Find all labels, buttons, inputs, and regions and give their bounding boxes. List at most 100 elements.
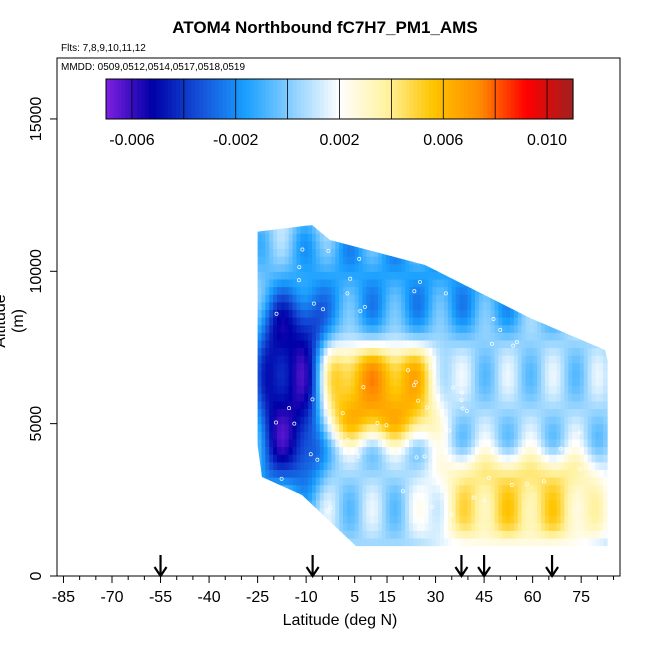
heatmap-cell <box>261 240 266 250</box>
colorbar-cell <box>312 79 317 119</box>
heatmap-cell <box>498 461 503 470</box>
heatmap-cell <box>498 347 503 356</box>
heatmap-cell <box>412 240 418 250</box>
heatmap-cell <box>509 309 515 318</box>
heatmap-cell <box>284 248 290 257</box>
heatmap-cell <box>447 537 453 547</box>
heatmap-cell <box>440 203 444 211</box>
heatmap-cell <box>529 317 534 326</box>
heatmap-cell <box>506 339 511 349</box>
heatmap-cell <box>587 278 593 288</box>
heatmap-cell <box>525 324 530 333</box>
heatmap-cell <box>385 309 391 318</box>
heatmap-cell <box>572 515 577 524</box>
heatmap-cell <box>416 499 422 509</box>
sample-point <box>525 481 529 486</box>
heatmap-cell <box>366 248 371 257</box>
heatmap-cell <box>397 203 401 211</box>
heatmap-cell <box>377 431 383 440</box>
heatmap-cell <box>557 195 561 203</box>
heatmap-cell <box>436 438 441 448</box>
heatmap-cell <box>595 393 600 402</box>
heatmap-cell <box>416 225 422 234</box>
heatmap-cell <box>331 476 336 486</box>
heatmap-cell <box>370 286 375 295</box>
heatmap-cell <box>463 484 468 493</box>
heatmap-cell <box>490 522 496 531</box>
heatmap-cell <box>509 317 515 326</box>
heatmap-cell <box>537 499 542 509</box>
heatmap-cell <box>436 248 441 257</box>
heatmap-cell <box>440 294 445 303</box>
heatmap-cell <box>389 332 395 341</box>
heatmap-cell <box>525 355 530 364</box>
heatmap-cell <box>300 286 305 295</box>
heatmap-cell <box>447 248 453 257</box>
heatmap-cell <box>564 271 569 280</box>
heatmap-cell <box>482 476 488 486</box>
heatmap-cell <box>552 317 558 326</box>
heatmap-cell <box>432 507 437 516</box>
heatmap-cell <box>424 248 430 257</box>
heatmap-cell <box>354 377 360 387</box>
heatmap-cell <box>393 530 398 539</box>
heatmap-cell <box>284 362 290 371</box>
heatmap-cell <box>529 240 534 250</box>
heatmap-cell <box>591 355 597 364</box>
heatmap-cell <box>269 393 274 402</box>
heatmap-cell <box>599 400 604 410</box>
heatmap-cell <box>595 355 600 364</box>
heatmap-cell <box>599 377 604 387</box>
heatmap-cell <box>412 309 418 318</box>
heatmap-cell <box>475 499 480 509</box>
heatmap-cell <box>486 225 492 227</box>
heatmap-cell <box>494 515 499 524</box>
heatmap-cell <box>436 301 441 310</box>
heatmap-cell <box>494 393 499 402</box>
heatmap-cell <box>327 332 332 341</box>
heatmap-cell <box>292 416 298 425</box>
heatmap-cell <box>362 438 367 448</box>
heatmap-cell <box>273 537 278 547</box>
heatmap-cell <box>331 347 336 356</box>
heatmap-cell <box>296 492 301 501</box>
heatmap-cell <box>494 332 499 341</box>
x-tick-label: 30 <box>427 589 445 606</box>
heatmap-cell <box>397 294 402 303</box>
heatmap-cell <box>424 537 430 547</box>
heatmap-cell <box>308 210 312 218</box>
heatmap-cell <box>393 317 398 326</box>
heatmap-cell <box>355 203 359 211</box>
heatmap-cell <box>455 317 461 326</box>
heatmap-cell <box>362 423 367 432</box>
heatmap-cell <box>599 195 603 203</box>
heatmap-cell <box>374 309 379 318</box>
heatmap-cell <box>300 271 305 280</box>
heatmap-cell <box>265 507 270 516</box>
heatmap-cell <box>587 492 593 501</box>
heatmap-cell <box>273 309 278 318</box>
heatmap-cell <box>533 324 538 333</box>
heatmap-cell <box>552 393 558 402</box>
heatmap-cell <box>432 400 437 410</box>
heatmap-cell <box>358 507 364 516</box>
heatmap-cell <box>362 294 367 303</box>
heatmap-cell <box>265 256 270 265</box>
heatmap-cell <box>544 385 550 394</box>
heatmap-cell <box>568 461 573 470</box>
heatmap-cell <box>424 317 430 326</box>
heatmap-cell <box>436 377 441 387</box>
heatmap-cell <box>533 355 538 364</box>
heatmap-cell <box>296 530 301 539</box>
heatmap-cell <box>296 263 301 272</box>
heatmap-cell <box>529 537 534 547</box>
heatmap-cell <box>319 377 325 387</box>
heatmap-cell <box>595 225 600 227</box>
heatmap-cell <box>424 431 430 440</box>
heatmap-cell <box>490 537 496 547</box>
heatmap-cell <box>284 301 290 310</box>
heatmap-cell <box>560 339 565 349</box>
heatmap-cell <box>323 301 329 310</box>
heatmap-cell <box>343 492 348 501</box>
heatmap-cell <box>564 286 569 295</box>
